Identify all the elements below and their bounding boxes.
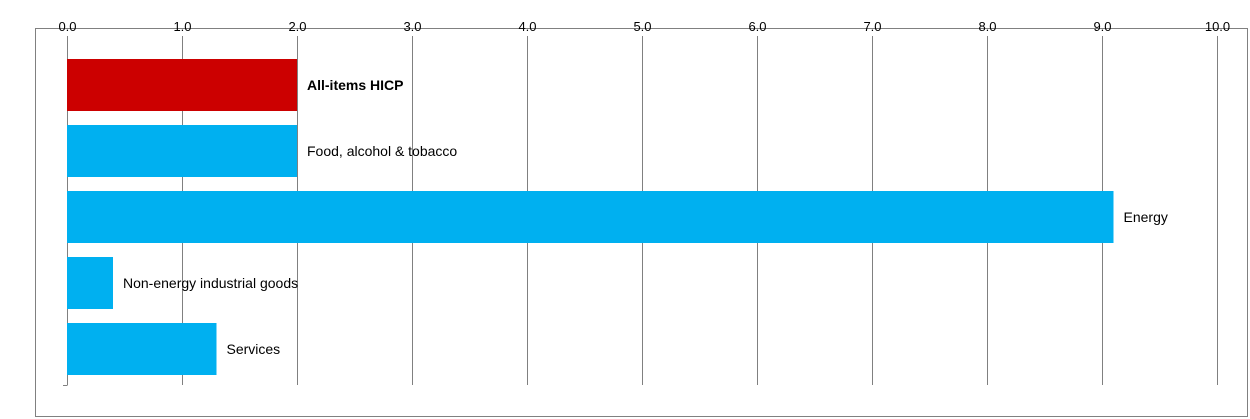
x-tick-label: 5.0 (633, 19, 651, 34)
x-tick-label: 10.0 (1205, 19, 1230, 34)
x-tick-label: 6.0 (748, 19, 766, 34)
bar-label: Non-energy industrial goods (123, 275, 298, 291)
bar-label: All-items HICP (307, 77, 403, 93)
x-tick-label: 0.0 (58, 19, 76, 34)
x-tick-label: 4.0 (518, 19, 536, 34)
bar-label: Energy (1124, 209, 1168, 225)
bar-1 (67, 125, 297, 177)
bar-0 (67, 59, 297, 111)
bar-label: Services (227, 341, 281, 357)
x-tick-label: 9.0 (1093, 19, 1111, 34)
bar-labels: All-items HICP Food, alcohol & tobacco Ene… (123, 77, 1168, 357)
x-tick-label: 1.0 (173, 19, 191, 34)
x-axis-ticks: 0.0 1.0 2.0 3.0 4.0 5.0 6.0 7.0 8.0 9.0 10.0 (58, 19, 1230, 34)
x-tick-label: 7.0 (863, 19, 881, 34)
x-tick-label: 3.0 (403, 19, 421, 34)
x-tick-label: 8.0 (978, 19, 996, 34)
bars (67, 59, 1114, 375)
bar-3 (67, 257, 113, 309)
plot-frame (35, 28, 1248, 417)
bar-2 (67, 191, 1114, 243)
bar-label: Food, alcohol & tobacco (307, 143, 457, 159)
bar-4 (67, 323, 217, 375)
x-tick-label: 2.0 (288, 19, 306, 34)
